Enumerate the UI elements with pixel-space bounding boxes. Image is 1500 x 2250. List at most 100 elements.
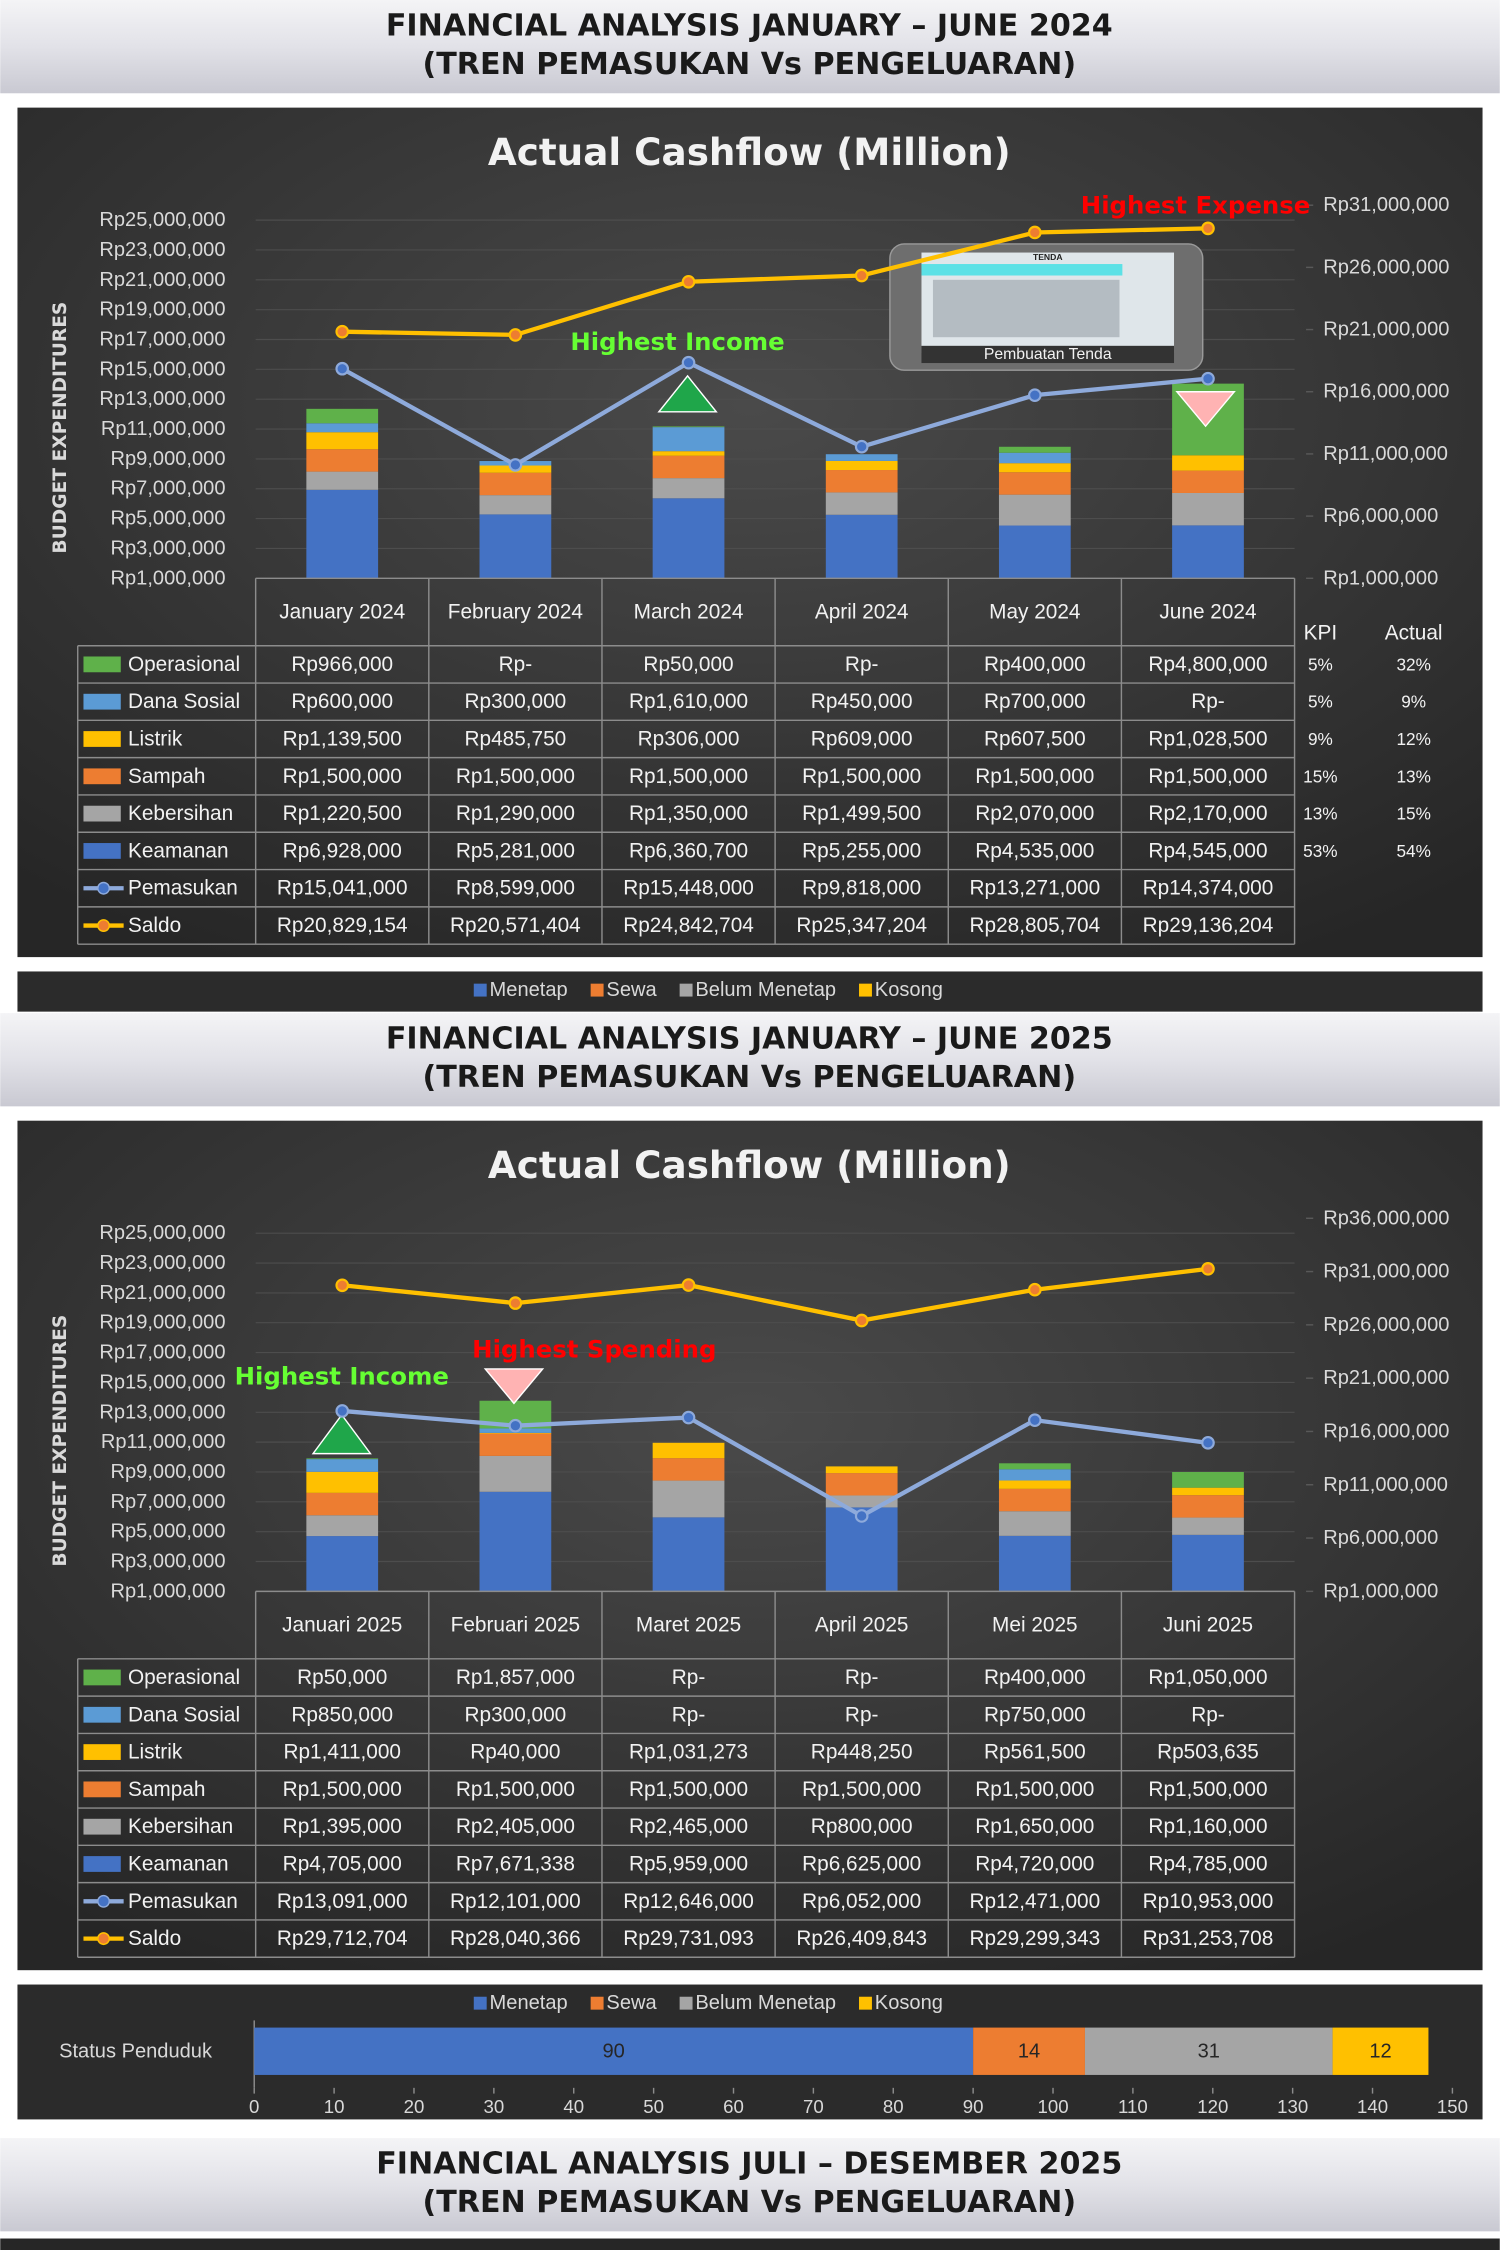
line-marker <box>1028 388 1042 402</box>
y2-tick-label: Rp11,000,000 <box>1323 443 1448 465</box>
table-cell: Rp14,374,000 <box>1143 877 1274 900</box>
bar-segment <box>306 432 379 450</box>
table-cell: Rp20,829,154 <box>277 914 408 937</box>
table-cell: Rp400,000 <box>984 1666 1086 1689</box>
row-label: Operasional <box>128 1666 240 1689</box>
row-label: Operasional <box>128 653 240 676</box>
table-cell: Rp5,255,000 <box>802 839 921 862</box>
bar-segment <box>1172 1534 1244 1592</box>
actual-value: 54% <box>1396 841 1430 861</box>
value-label: 14 <box>1018 2040 1040 2062</box>
bar-segment <box>306 449 379 472</box>
y2-tick-label: Rp16,000,000 <box>1323 1420 1449 1442</box>
line-marker <box>1201 1436 1215 1450</box>
bar-segment <box>306 1459 379 1472</box>
table-cell: Rp1,411,000 <box>283 1741 401 1764</box>
table-cell: Rp13,091,000 <box>277 1890 408 1913</box>
line-marker <box>508 1296 523 1310</box>
line-marker <box>681 355 696 370</box>
table-cell: Rp4,720,000 <box>975 1852 1094 1875</box>
header-subtitle: (TREN PEMASUKAN Vs PENGELUARAN) <box>422 2185 1076 2220</box>
y-tick-label: Rp3,000,000 <box>111 537 226 559</box>
y-tick-label: Rp9,000,000 <box>111 448 226 470</box>
bar-segment <box>652 1517 725 1592</box>
bar-segment <box>652 451 725 456</box>
line-marker <box>508 328 523 342</box>
table-cell: Rp6,928,000 <box>283 839 402 862</box>
table-cell: Rp6,625,000 <box>802 1852 921 1875</box>
table-cell: Rp1,500,000 <box>1148 1778 1267 1801</box>
table-cell: Rp7,671,338 <box>456 1852 575 1875</box>
y2-tick-label: Rp31,000,000 <box>1323 194 1449 216</box>
table-cell: Rp300,000 <box>465 1703 567 1726</box>
y-tick-label: Rp11,000,000 <box>101 418 226 440</box>
row-label: Saldo <box>128 914 181 937</box>
y-tick-label: Rp23,000,000 <box>99 239 225 261</box>
table-cell: Rp448,250 <box>811 1741 913 1764</box>
table-cell: Rp- <box>1191 690 1225 713</box>
table-cell: Rp2,070,000 <box>975 802 1094 825</box>
legend-label: Menetap <box>490 979 568 1001</box>
table-cell: Rp600,000 <box>291 690 393 713</box>
x-tick-label: 100 <box>1037 2096 1068 2117</box>
legend-key <box>83 693 121 710</box>
table-cell: Rp20,571,404 <box>450 914 581 937</box>
panel <box>17 1120 1483 1971</box>
panel <box>17 107 1483 958</box>
y-tick-label: Rp17,000,000 <box>99 329 225 351</box>
table-cell: Rp50,000 <box>643 653 733 676</box>
bar-segment <box>1172 492 1244 526</box>
table-cell: Rp2,465,000 <box>629 1815 748 1838</box>
table-cell: Rp503,635 <box>1157 1741 1259 1764</box>
line-marker <box>854 439 869 454</box>
x-tick-label: 20 <box>404 2096 425 2117</box>
kpi-value: 9% <box>1308 729 1333 749</box>
table-cell: Rp28,040,366 <box>450 1927 581 1950</box>
y-tick-label: Rp7,000,000 <box>111 478 226 500</box>
legend-key-marker <box>97 881 111 895</box>
table-cell: Rp29,299,343 <box>970 1927 1101 1950</box>
chart-title: Actual Cashflow (Million) <box>488 130 1011 174</box>
table-cell: Rp609,000 <box>811 727 913 750</box>
bar-segment <box>306 1458 379 1460</box>
kpi-value: 5% <box>1308 654 1333 674</box>
legend-key <box>859 983 872 997</box>
legend-key-marker <box>97 1932 111 1946</box>
y-tick-label: Rp17,000,000 <box>99 1342 225 1364</box>
y2-tick-label: Rp11,000,000 <box>1323 1474 1448 1496</box>
row-label: Sampah <box>128 765 205 788</box>
actual-value: 12% <box>1396 729 1430 749</box>
bar-segment <box>652 1442 725 1459</box>
bar-segment <box>306 423 379 433</box>
table-cell: Rp1,500,000 <box>456 765 575 788</box>
table-cell: Rp306,000 <box>638 727 740 750</box>
table-cell: Rp1,028,500 <box>1148 727 1267 750</box>
y-tick-label: Rp21,000,000 <box>99 269 225 291</box>
x-tick-label: 0 <box>249 2096 259 2117</box>
table-cell: Rp1,290,000 <box>456 802 575 825</box>
table-cell: Rp1,650,000 <box>975 1815 1094 1838</box>
legend-key-marker <box>97 1894 111 1908</box>
table-cell: Rp1,499,500 <box>802 802 921 825</box>
header-band <box>0 1013 1500 1107</box>
x-tick-label: 30 <box>483 2096 504 2117</box>
table-cell: Rp1,500,000 <box>283 1778 402 1801</box>
x-tick-label: 10 <box>324 2096 345 2117</box>
bar-segment <box>998 1488 1071 1512</box>
y2-tick-label: Rp31,000,000 <box>1323 1261 1449 1283</box>
bar-segment <box>825 454 898 461</box>
x-tick-label: Januari 2025 <box>282 1614 402 1637</box>
x-tick-label: 130 <box>1277 2096 1308 2117</box>
table-cell: Rp1,500,000 <box>629 1778 748 1801</box>
table-cell: Rp9,818,000 <box>802 877 921 900</box>
table-cell: Rp700,000 <box>984 690 1086 713</box>
line-marker <box>508 458 523 472</box>
actual-value: 13% <box>1396 766 1430 786</box>
y2-tick-label: Rp21,000,000 <box>1323 319 1449 341</box>
table-cell: Rp450,000 <box>811 690 913 713</box>
table-cell: Rp15,041,000 <box>277 877 408 900</box>
x-tick-label: 50 <box>643 2096 664 2117</box>
x-tick-label: Juni 2025 <box>1163 1614 1253 1637</box>
legend-label: Kosong <box>875 1992 943 2014</box>
